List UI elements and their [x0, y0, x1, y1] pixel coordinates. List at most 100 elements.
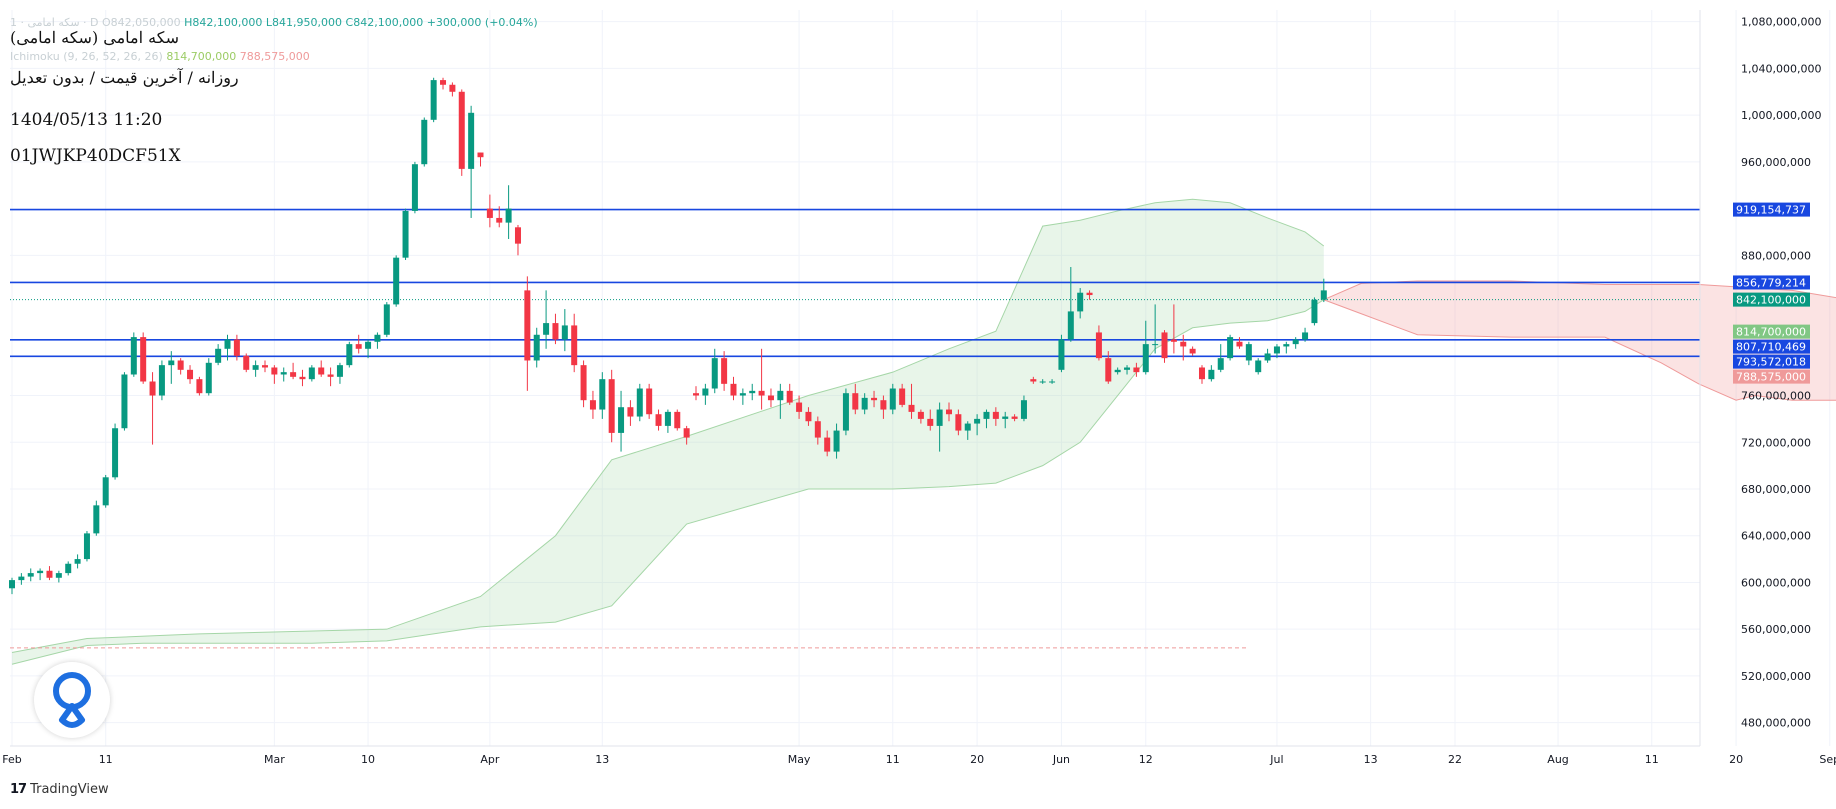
candle: [1095, 332, 1102, 359]
indicator-value-2: 788,575,000: [239, 50, 310, 63]
axes: 1,080,000,000 1,040,000,000 1,000,000,000 9…: [2, 10, 1836, 766]
candle: [196, 379, 203, 394]
candle: [814, 421, 821, 438]
x-tick-label: May: [788, 753, 811, 766]
candle: [842, 393, 849, 431]
horizontal-lines[interactable]: [10, 208, 1700, 358]
price-label: 788,575,000: [1736, 371, 1806, 384]
x-tick-label: Jun: [1052, 753, 1070, 766]
candle: [83, 533, 90, 560]
candle: [74, 559, 81, 564]
candle: [121, 374, 128, 429]
x-tick-label: Aug: [1547, 753, 1568, 766]
tradingview-brand[interactable]: 17 TradingView: [10, 782, 109, 797]
candle: [336, 365, 343, 377]
candle: [1217, 358, 1224, 370]
candle: [1255, 360, 1262, 373]
y-tick-label: 520,000,000: [1741, 670, 1811, 683]
x-tick-label: 12: [1139, 753, 1153, 766]
price-label-bg: [1733, 292, 1810, 307]
price-label: 919,154,737: [1736, 204, 1806, 217]
candle: [1236, 341, 1243, 347]
candle: [65, 563, 72, 574]
x-tick-label: 13: [1364, 753, 1378, 766]
candle: [290, 372, 297, 377]
candle: [1039, 381, 1046, 383]
candle: [899, 388, 906, 405]
candle: [1011, 416, 1018, 419]
candle: [599, 379, 606, 410]
candle: [187, 369, 194, 380]
y-tick-label: 680,000,000: [1741, 483, 1811, 496]
candle: [636, 388, 643, 417]
candle: [758, 390, 765, 396]
y-tick-label: 560,000,000: [1741, 623, 1811, 636]
candle: [233, 339, 240, 356]
candle: [908, 404, 915, 412]
candle: [402, 210, 409, 258]
x-tick-label: 11: [99, 753, 113, 766]
x-tick-label: 11: [1645, 753, 1659, 766]
candle: [749, 390, 756, 394]
x-tick-label: Sep: [1819, 753, 1836, 766]
price-labels: 919,154,737 856,779,214 842,100,000 814,700…: [1733, 202, 1810, 384]
candle: [1020, 400, 1027, 419]
candle: [1283, 344, 1290, 347]
candle: [1227, 337, 1234, 359]
candle: [37, 570, 44, 574]
ohlc-legend: سکه امامی · 1 · D O842,050,000 H842,100,…: [10, 16, 538, 29]
candle: [261, 365, 268, 368]
candle: [440, 80, 447, 85]
candle: [871, 397, 878, 401]
candle: [618, 407, 625, 433]
candle: [140, 337, 147, 382]
candle: [1049, 381, 1056, 383]
candle: [477, 152, 484, 158]
candle: [505, 208, 512, 223]
candle: [955, 414, 962, 431]
price-label-bg: [1733, 324, 1810, 339]
candle: [580, 365, 587, 401]
candle: [458, 91, 465, 169]
candle: [112, 428, 119, 478]
candle: [149, 381, 156, 396]
x-tick-label: 13: [595, 753, 609, 766]
cloud-red-lower: [1323, 299, 1836, 401]
candle: [346, 344, 353, 366]
candle: [514, 227, 521, 244]
chart-title: سکه امامی (سکه امامی): [10, 28, 179, 47]
candle: [1142, 344, 1149, 373]
y-tick-label: 1,000,000,000: [1741, 109, 1821, 122]
candle: [1208, 369, 1215, 380]
candle: [861, 397, 868, 410]
candle: [130, 337, 137, 375]
candle: [533, 334, 540, 361]
x-tick-label: Jul: [1269, 753, 1283, 766]
candle: [1161, 332, 1168, 359]
candle: [355, 344, 362, 349]
ohlc-symbol: سکه امامی · 1 · D: [10, 16, 99, 29]
candle: [936, 409, 943, 426]
candle: [299, 376, 306, 380]
candle: [992, 411, 999, 419]
grid: [10, 10, 1831, 746]
candle: [243, 355, 250, 370]
candle: [1320, 290, 1327, 300]
candle: [318, 367, 325, 375]
ohlc-high: H842,100,000: [184, 16, 263, 29]
candle: [205, 362, 212, 394]
x-tick-label: 20: [1729, 753, 1743, 766]
candle: [383, 304, 390, 335]
candle: [411, 164, 418, 211]
y-tick-label: 880,000,000: [1741, 249, 1811, 262]
indicator-value-1: 814,700,000: [166, 50, 237, 63]
candle: [786, 390, 793, 403]
candle: [889, 388, 896, 410]
price-label: 807,710,469: [1736, 341, 1806, 354]
ohlc-close: C842,100,000: [345, 16, 424, 29]
chart-code: 01JWJKP40DCF51X: [10, 146, 181, 166]
y-tick-label: 1,080,000,000: [1741, 16, 1821, 29]
candle: [1124, 367, 1131, 370]
candle: [674, 411, 681, 429]
